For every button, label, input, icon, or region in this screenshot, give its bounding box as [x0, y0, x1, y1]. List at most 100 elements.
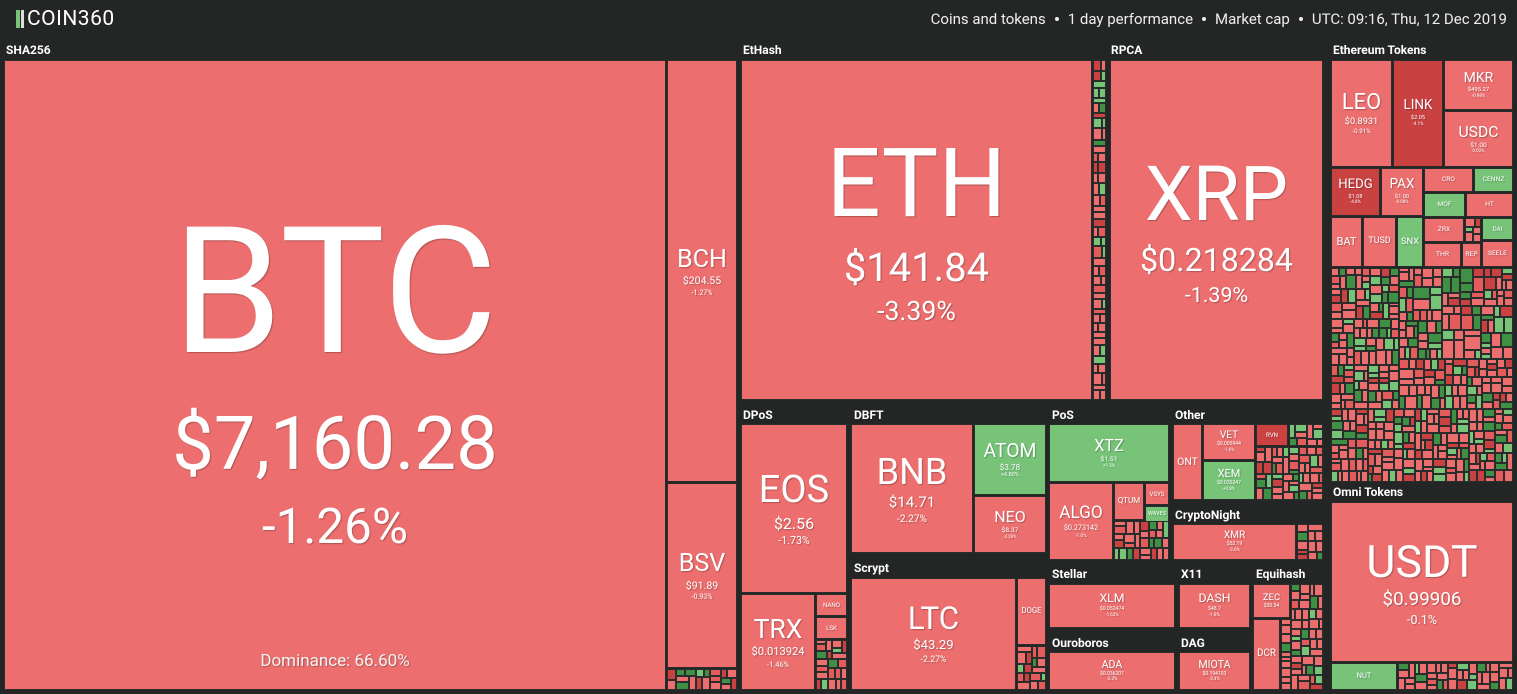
mini-tile — [1289, 481, 1299, 485]
coin-tile[interactable]: BCH $204.55 -1.27% — [667, 60, 737, 482]
coin-tile[interactable]: REP — [1462, 243, 1481, 267]
coin-tile[interactable]: XMR $52.19 -2.0% — [1173, 524, 1296, 560]
coin-tile[interactable]: VSYS — [1145, 483, 1169, 505]
mini-tile — [1297, 532, 1308, 541]
mini-tile — [1277, 447, 1283, 457]
mini-tile — [1382, 457, 1394, 462]
mini-tile — [1461, 448, 1469, 459]
coin-tile[interactable]: NANO — [816, 594, 847, 616]
coin-tile[interactable]: DOGE — [1017, 578, 1046, 645]
mini-tile — [1404, 409, 1415, 417]
filter[interactable]: Market cap — [1215, 10, 1290, 28]
mini-tile — [1382, 285, 1389, 292]
mini-tile — [1502, 280, 1506, 290]
coin-tile[interactable]: ONT — [1173, 424, 1202, 500]
mini-tile — [1368, 422, 1376, 429]
coin-tile[interactable]: XLM $0.052474 -1.62% — [1049, 584, 1175, 628]
coin-tile[interactable]: SEELE — [1482, 241, 1513, 267]
coin-tile[interactable]: CENNZ — [1474, 168, 1513, 192]
coin-tile[interactable]: ADA $0.036207 -2.2% — [1049, 652, 1175, 690]
mini-tile — [1354, 390, 1362, 402]
coin-tile[interactable]: ATOM $3.78 +6.80% — [974, 424, 1046, 495]
mini-tile — [1445, 364, 1453, 375]
mini-tile — [1403, 432, 1409, 443]
coin-tile[interactable]: BSV $91.89 -0.93% — [667, 483, 737, 668]
coin-tile[interactable]: BNB $14.71 -2.27% — [851, 424, 973, 553]
mini-tile — [1291, 656, 1302, 663]
coin-tile[interactable]: WAVES — [1145, 506, 1169, 522]
coin-tile[interactable]: VET $0.005944 -1.6% — [1203, 424, 1255, 460]
filter[interactable]: 1 day performance — [1067, 10, 1194, 28]
coin-tile[interactable]: LSK — [816, 617, 847, 639]
coin-tile[interactable]: ALGO $0.273142 -1.0% — [1049, 483, 1113, 560]
coin-tile[interactable]: DASH $48.7 -1.8% — [1179, 584, 1250, 628]
coin-tile[interactable]: HT — [1466, 193, 1513, 217]
mini-tile — [1442, 277, 1451, 293]
mini-tile — [1291, 636, 1301, 641]
coin-tile[interactable]: PAX $1.00 -0.08% — [1381, 168, 1423, 216]
coin-tile[interactable]: CRO — [1424, 168, 1473, 192]
mini-tile — [1307, 491, 1312, 500]
coin-tile[interactable]: ZEC $30.54 — [1253, 584, 1290, 618]
mini-tile — [1499, 678, 1506, 690]
separator-dot — [1202, 17, 1207, 21]
filter[interactable]: UTC: 09:16, Thu, 12 Dec 2019 — [1311, 10, 1507, 28]
coin-tile[interactable]: LEO $0.8931 -0.91% — [1331, 60, 1392, 167]
mini-tile — [676, 676, 689, 682]
coin-tile[interactable]: MKR $495.27 -0.98% — [1444, 60, 1513, 110]
mini-tile — [1272, 487, 1283, 494]
mini-tile — [1502, 268, 1513, 274]
coin-tile[interactable]: LINK $2.05 -4.1% — [1393, 60, 1443, 167]
mini-tile — [1368, 474, 1372, 482]
coin-tile[interactable]: TRX $0.013924 -1.46% — [741, 594, 815, 690]
coin-tile[interactable]: ETH $141.84 -3.39% — [741, 60, 1092, 400]
coin-tile[interactable]: TUSD — [1363, 217, 1396, 267]
coin-tile[interactable]: BAT — [1331, 217, 1362, 267]
mini-tile — [1102, 299, 1106, 309]
coin-price: $30.54 — [1263, 602, 1280, 609]
coin-price: $14.71 — [888, 493, 936, 512]
logo[interactable]: COIN360 — [16, 7, 115, 31]
coin-tile[interactable]: DCR — [1253, 619, 1280, 690]
mini-tile — [1302, 656, 1314, 665]
mini-tile — [1375, 454, 1382, 466]
coin-tile[interactable]: USDC $1.00 0.02% — [1444, 111, 1513, 167]
mini-tile — [1433, 433, 1441, 445]
coin-tile[interactable]: QTUM — [1114, 483, 1144, 520]
coin-symbol: LINK — [1403, 98, 1433, 114]
coin-tile[interactable]: MOF — [1424, 193, 1465, 217]
coin-tile[interactable]: SNX — [1397, 217, 1423, 267]
mini-tile — [1439, 409, 1451, 417]
mini-tile — [1017, 673, 1024, 682]
filter[interactable]: Coins and tokens — [930, 10, 1046, 28]
mini-tile — [1093, 323, 1098, 332]
mini-tile — [1093, 285, 1106, 293]
coin-tile[interactable]: XTZ $1.51 +1.2% — [1049, 424, 1169, 482]
coin-tile[interactable]: MIOTA $0.194103 -2.4% — [1179, 652, 1250, 690]
coin-tile[interactable]: BTC $7,160.28 -1.26% Dominance: 66.60% — [4, 60, 666, 690]
mini-tile — [1309, 619, 1319, 629]
mini-tile — [1308, 552, 1317, 560]
coin-tile[interactable]: DAI — [1482, 218, 1513, 240]
coin-tile[interactable]: ZRX — [1424, 218, 1464, 242]
coin-change: -4.8% — [1350, 199, 1361, 205]
mini-tile — [1319, 619, 1323, 629]
coin-tile[interactable]: RVN — [1256, 424, 1288, 446]
coin-tile[interactable]: XRP $0.218284 -1.39% — [1110, 60, 1323, 400]
mini-tile — [1476, 444, 1484, 453]
coin-tile[interactable]: NEO $8.37 -2.29% — [974, 496, 1046, 553]
coin-tile[interactable]: USDT $0.99906 -0.1% — [1331, 502, 1513, 662]
mini-tile — [1399, 369, 1414, 379]
mini-tile — [1310, 675, 1315, 684]
mini-tile — [667, 680, 676, 690]
coin-tile[interactable]: THR — [1424, 243, 1461, 267]
coin-tile[interactable]: LTC $43.29 -2.27% — [851, 578, 1016, 690]
coin-tile[interactable]: XEM $0.035247 +0.8% — [1203, 461, 1255, 500]
mini-tile — [1291, 584, 1300, 591]
coin-tile[interactable]: NUT — [1331, 663, 1397, 690]
coin-tile[interactable]: EOS $2.56 -1.73% — [741, 424, 847, 593]
mini-tile — [1348, 448, 1356, 459]
mini-tile — [1477, 422, 1483, 431]
mini-tile — [1439, 426, 1451, 433]
coin-tile[interactable]: HEDG $1.08 -4.8% — [1331, 168, 1380, 216]
